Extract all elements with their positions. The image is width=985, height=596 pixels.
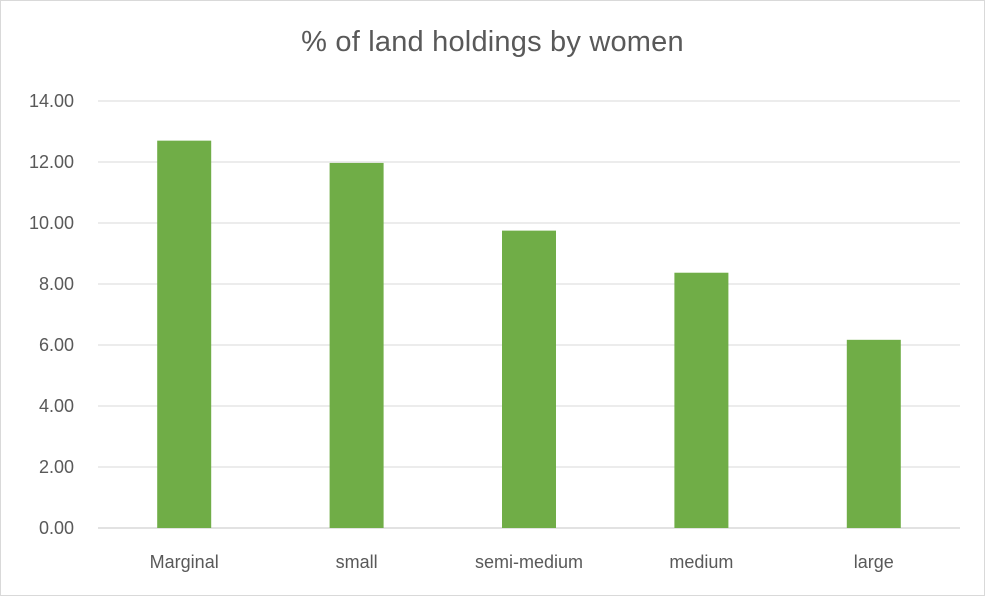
y-axis-ticks: 0.00 2.00 4.00 6.00 8.00 10.00 12.00 14.00 xyxy=(29,91,74,538)
x-axis-ticks: Marginal small semi-medium medium large xyxy=(150,552,894,572)
y-tick-label: 0.00 xyxy=(39,518,74,538)
bar-marginal xyxy=(157,140,212,528)
y-tick-label: 12.00 xyxy=(29,152,74,172)
y-tick-label: 8.00 xyxy=(39,274,74,294)
y-tick-label: 14.00 xyxy=(29,91,74,111)
x-tick-label: large xyxy=(854,552,894,572)
bar-semi-medium xyxy=(502,230,556,528)
x-tick-label: semi-medium xyxy=(475,552,583,572)
x-tick-label: small xyxy=(336,552,378,572)
bar-medium xyxy=(674,272,729,528)
y-tick-label: 6.00 xyxy=(39,335,74,355)
bar-small xyxy=(329,162,384,529)
bars xyxy=(157,140,901,529)
x-tick-label: medium xyxy=(669,552,733,572)
x-tick-label: Marginal xyxy=(150,552,219,572)
bar-large xyxy=(846,339,901,528)
y-tick-label: 2.00 xyxy=(39,457,74,477)
y-tick-label: 10.00 xyxy=(29,213,74,233)
y-tick-label: 4.00 xyxy=(39,396,74,416)
chart-title: % of land holdings by women xyxy=(301,26,684,58)
